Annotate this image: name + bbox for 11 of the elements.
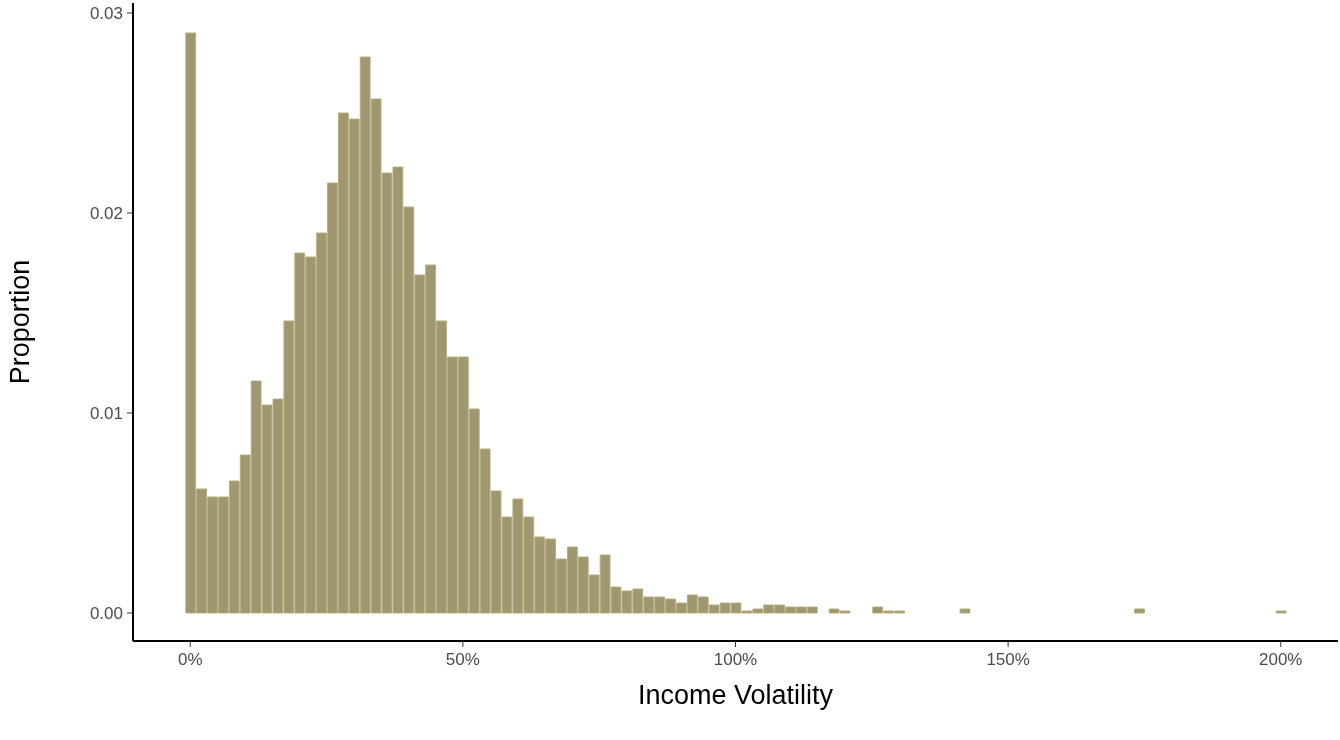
y-tick-label: 0.03 bbox=[89, 4, 123, 24]
y-axis-title: Proportion bbox=[4, 258, 36, 387]
x-tick-label: 50% bbox=[445, 650, 480, 670]
x-tick-label: 100% bbox=[713, 650, 758, 670]
x-axis-title: Income Volatility bbox=[636, 680, 835, 711]
x-tick-label: 200% bbox=[1259, 650, 1303, 670]
y-tick-label: 0.02 bbox=[89, 204, 123, 224]
y-tick-label: 0.01 bbox=[89, 404, 123, 424]
x-tick-label: 150% bbox=[986, 650, 1030, 670]
x-tick-label: 0% bbox=[177, 650, 203, 670]
y-tick-label: 0.00 bbox=[89, 604, 123, 624]
